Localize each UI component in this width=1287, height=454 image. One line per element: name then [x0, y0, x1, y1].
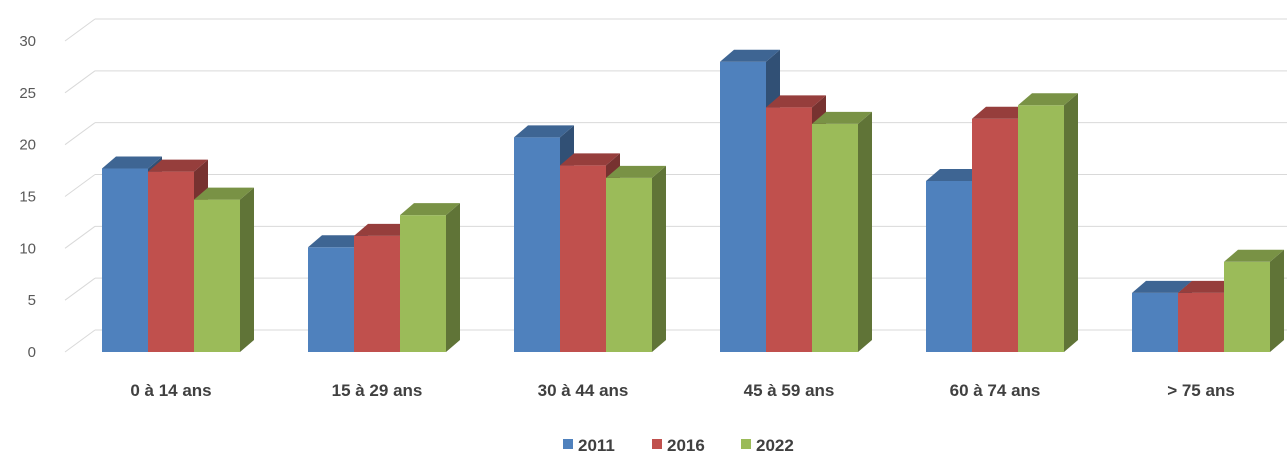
legend-label-2022: 2022: [756, 436, 794, 454]
x-axis-labels: 0 à 14 ans 15 à 29 ans 30 à 44 ans 45 à 59 …: [130, 381, 1234, 400]
bar-top: [102, 156, 162, 169]
bar-2022-2: [606, 165, 666, 352]
bar-top: [514, 125, 574, 138]
bar-front: [194, 199, 240, 352]
x-category-label: > 75 ans: [1167, 381, 1235, 400]
legend-label-2011: 2011: [578, 436, 615, 454]
y-axis-ticks: 0 5 10 15 20 25 30: [19, 33, 36, 361]
x-category-label: 0 à 14 ans: [130, 381, 211, 400]
bar-side: [858, 111, 872, 352]
legend-swatch-2022: [741, 439, 751, 449]
gridline-depth: [64, 329, 96, 353]
bar-front: [354, 235, 400, 352]
bar-front: [308, 247, 354, 352]
bar-side: [652, 165, 666, 352]
bar-front: [766, 107, 812, 352]
y-tick-label: 25: [19, 85, 36, 102]
bar-side: [446, 203, 460, 352]
bar-2022-1: [400, 203, 460, 352]
y-tick-label: 15: [19, 189, 36, 206]
bar-front: [148, 171, 194, 352]
bar-front: [102, 168, 148, 352]
bar-2022-0: [194, 187, 254, 352]
bar-top: [720, 49, 780, 62]
bar-top: [812, 111, 872, 124]
bar-side: [240, 187, 254, 352]
gridlines: [64, 18, 1287, 353]
bar-top: [148, 159, 208, 172]
gridline-depth: [64, 18, 96, 42]
y-tick-label: 20: [19, 137, 36, 154]
gridline-depth: [64, 122, 96, 146]
bar-top: [972, 106, 1032, 119]
bar-front: [560, 165, 606, 352]
legend-swatch-2011: [563, 439, 573, 449]
bar-front: [812, 123, 858, 352]
bar-front: [400, 215, 446, 352]
y-tick-label: 5: [28, 292, 36, 309]
bar-top: [308, 235, 368, 248]
gridline-depth: [64, 225, 96, 249]
bar-top: [606, 165, 666, 178]
bar-front: [1178, 292, 1224, 352]
bar-2022-3: [812, 111, 872, 352]
bar-top: [400, 203, 460, 216]
bar-front: [1132, 292, 1178, 352]
bar-top: [560, 153, 620, 166]
x-category-label: 60 à 74 ans: [950, 381, 1041, 400]
bar-top: [1178, 280, 1238, 293]
bar-side: [1270, 249, 1284, 352]
bar-2022-5: [1224, 249, 1284, 352]
bar-front: [926, 180, 972, 352]
gridline-depth: [64, 174, 96, 197]
bar-front: [606, 177, 652, 352]
legend: 2011 2016 2022: [563, 436, 794, 454]
y-tick-label: 10: [19, 240, 36, 257]
bar-top: [354, 223, 414, 236]
bars: [102, 49, 1284, 353]
bar-front: [972, 118, 1018, 352]
bar-top: [926, 168, 986, 181]
legend-swatch-2016: [652, 439, 662, 449]
y-tick-label: 0: [28, 344, 36, 361]
x-category-label: 45 à 59 ans: [744, 381, 835, 400]
bar-top: [1018, 93, 1078, 106]
y-tick-label: 30: [19, 33, 36, 50]
legend-label-2016: 2016: [667, 436, 705, 454]
gridline-depth: [64, 70, 96, 94]
gridline-depth: [64, 277, 96, 301]
x-category-label: 30 à 44 ans: [538, 381, 629, 400]
bar-top: [194, 187, 254, 200]
bar-top: [1224, 249, 1284, 262]
bar-side: [1064, 93, 1078, 353]
x-category-label: 15 à 29 ans: [332, 381, 423, 400]
bar-front: [1224, 261, 1270, 352]
bar-front: [514, 137, 560, 352]
bar-front: [720, 61, 766, 352]
bar-top: [766, 95, 826, 108]
bar-front: [1018, 105, 1064, 352]
bar-2022-4: [1018, 93, 1078, 353]
bar-top: [1132, 280, 1192, 293]
